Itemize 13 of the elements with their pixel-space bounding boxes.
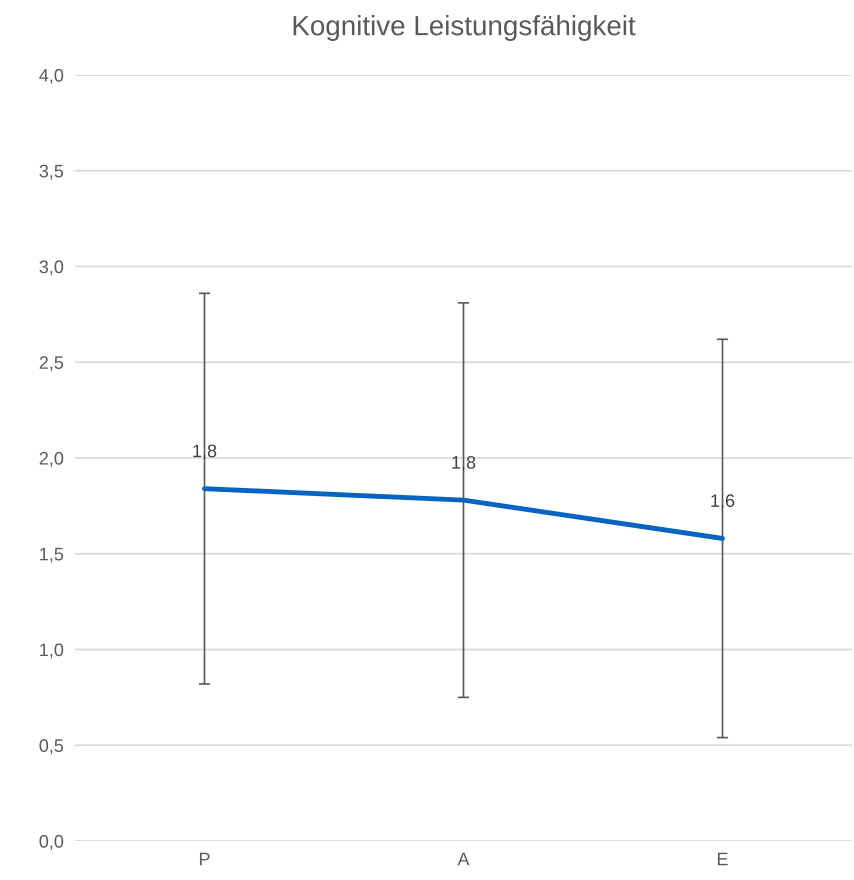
x-tick-label: P	[200, 852, 210, 866]
x-tick-label: E	[718, 852, 728, 866]
y-tick-label: 3,5	[39, 164, 64, 180]
y-tick-label: 0,0	[39, 834, 64, 850]
chart-title: Kognitive Leistungsfähigkeit	[294, 15, 636, 41]
y-tick-label: 1,5	[40, 548, 64, 563]
y-tick-label: 2,5	[40, 356, 64, 372]
y-tick-label: 2,0	[40, 452, 64, 467]
y-tick-label: 3,0	[39, 260, 64, 276]
y-tick-label: 0,5	[39, 739, 64, 754]
x-tick-label: A	[458, 852, 470, 866]
y-tick-label: 4,0	[39, 68, 64, 84]
y-tick-label: 1,0	[40, 643, 64, 658]
